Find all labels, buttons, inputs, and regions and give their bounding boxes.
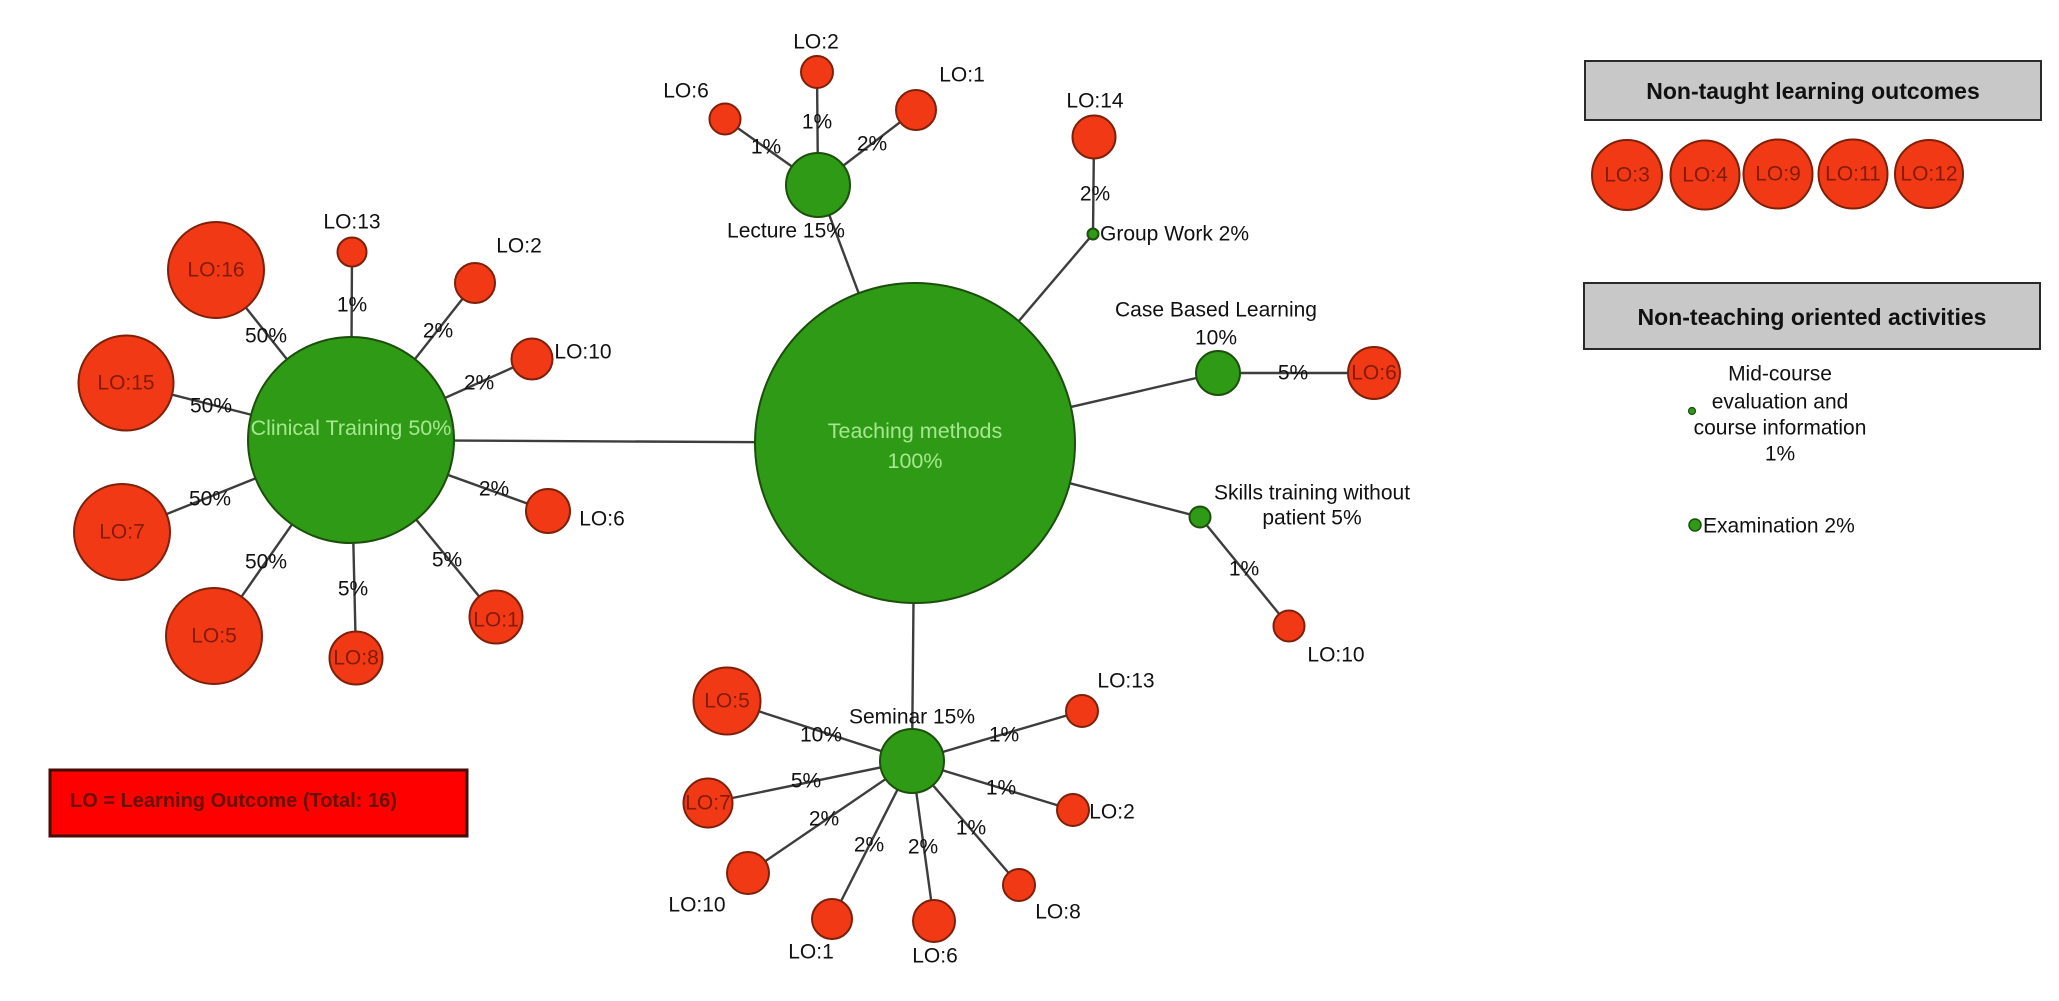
- svg-text:50%: 50%: [190, 395, 232, 418]
- svg-text:LO:4: LO:4: [1682, 164, 1728, 187]
- svg-text:10%: 10%: [800, 724, 842, 747]
- svg-text:5%: 5%: [791, 770, 821, 793]
- svg-text:LO:7: LO:7: [685, 792, 731, 815]
- svg-text:Non-taught learning outcomes: Non-taught learning outcomes: [1646, 78, 1980, 104]
- svg-text:LO:5: LO:5: [704, 690, 750, 713]
- svg-text:1%: 1%: [986, 777, 1016, 800]
- svg-text:1%: 1%: [989, 724, 1019, 747]
- svg-text:Seminar 15%: Seminar 15%: [849, 706, 975, 729]
- svg-text:LO:16: LO:16: [187, 259, 244, 282]
- svg-text:LO:12: LO:12: [1900, 163, 1957, 186]
- svg-text:LO:1: LO:1: [473, 609, 519, 632]
- svg-text:2%: 2%: [854, 834, 884, 857]
- svg-text:10%: 10%: [1195, 327, 1237, 350]
- svg-text:LO:13: LO:13: [1097, 670, 1154, 693]
- svg-text:LO:6: LO:6: [912, 945, 958, 968]
- svg-text:LO:7: LO:7: [99, 521, 145, 544]
- svg-text:1%: 1%: [751, 136, 781, 159]
- svg-text:Mid-course: Mid-course: [1728, 363, 1832, 386]
- svg-text:LO:6: LO:6: [579, 508, 625, 531]
- svg-text:LO:6: LO:6: [663, 80, 709, 103]
- svg-text:LO:2: LO:2: [793, 31, 839, 54]
- svg-text:LO:5: LO:5: [191, 625, 237, 648]
- svg-text:Lecture 15%: Lecture 15%: [727, 220, 845, 243]
- svg-text:LO:9: LO:9: [1755, 163, 1801, 186]
- svg-text:5%: 5%: [1278, 362, 1308, 385]
- svg-text:2%: 2%: [423, 320, 453, 343]
- svg-text:5%: 5%: [432, 549, 462, 572]
- svg-text:1%: 1%: [337, 294, 367, 317]
- svg-text:1%: 1%: [802, 111, 832, 134]
- svg-text:patient 5%: patient 5%: [1262, 507, 1361, 530]
- svg-text:100%: 100%: [888, 449, 943, 473]
- svg-text:50%: 50%: [189, 488, 231, 511]
- svg-text:Non-teaching oriented activiti: Non-teaching oriented activities: [1638, 304, 1987, 330]
- svg-text:LO:1: LO:1: [939, 64, 985, 87]
- svg-text:LO:10: LO:10: [668, 894, 725, 917]
- svg-text:Case Based Learning: Case Based Learning: [1115, 299, 1317, 322]
- svg-text:2%: 2%: [908, 836, 938, 859]
- svg-text:evaluation and: evaluation and: [1712, 391, 1849, 414]
- svg-text:LO:8: LO:8: [333, 647, 379, 670]
- svg-text:LO:2: LO:2: [496, 235, 542, 258]
- svg-text:LO:3: LO:3: [1604, 164, 1650, 187]
- svg-text:2%: 2%: [857, 133, 887, 156]
- svg-text:LO:10: LO:10: [554, 341, 611, 364]
- svg-text:LO:1: LO:1: [788, 941, 834, 964]
- svg-text:2%: 2%: [464, 372, 494, 395]
- svg-text:LO:6: LO:6: [1351, 362, 1397, 385]
- svg-text:Teaching methods: Teaching methods: [828, 419, 1003, 443]
- svg-text:1%: 1%: [956, 817, 986, 840]
- svg-text:2%: 2%: [479, 478, 509, 501]
- svg-text:LO:11: LO:11: [1825, 163, 1881, 186]
- svg-text:50%: 50%: [245, 325, 287, 348]
- svg-text:1%: 1%: [1765, 443, 1795, 466]
- svg-text:LO:10: LO:10: [1307, 644, 1364, 667]
- svg-text:1%: 1%: [1229, 558, 1259, 581]
- svg-text:Examination 2%: Examination 2%: [1703, 515, 1855, 538]
- svg-text:2%: 2%: [1080, 183, 1110, 206]
- svg-text:2%: 2%: [809, 808, 839, 831]
- svg-text:course information: course information: [1694, 417, 1867, 440]
- svg-text:Skills training without: Skills training without: [1214, 482, 1410, 505]
- svg-text:LO:14: LO:14: [1066, 90, 1124, 113]
- svg-text:5%: 5%: [338, 578, 368, 601]
- svg-text:Clinical Training 50%: Clinical Training 50%: [251, 416, 452, 440]
- svg-text:LO:15: LO:15: [97, 372, 154, 395]
- svg-text:LO:8: LO:8: [1035, 901, 1081, 924]
- svg-text:LO:13: LO:13: [323, 211, 380, 234]
- svg-text:50%: 50%: [245, 551, 287, 574]
- svg-text:Group Work 2%: Group Work 2%: [1100, 223, 1249, 246]
- svg-text:LO = Learning Outcome (Total:: LO = Learning Outcome (Total: 16): [70, 790, 397, 812]
- svg-text:LO:2: LO:2: [1089, 801, 1135, 824]
